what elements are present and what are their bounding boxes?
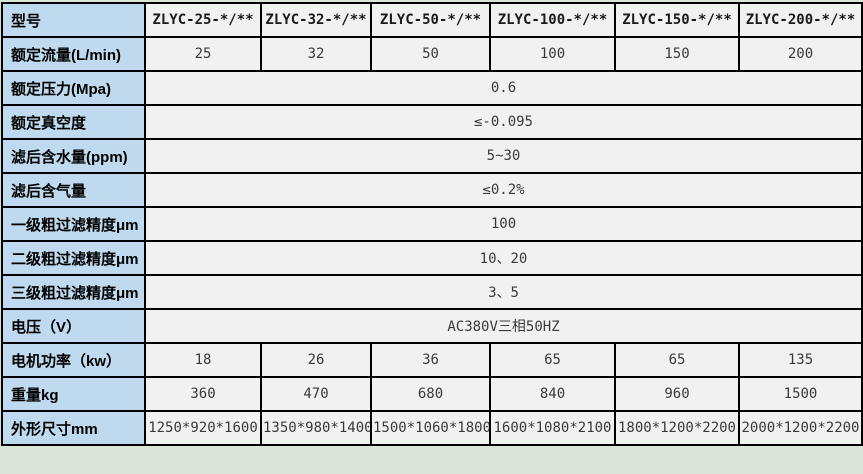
spec-value-merged: AC380V三相50HZ bbox=[144, 308, 863, 344]
spec-value-merged: 100 bbox=[144, 206, 863, 242]
spec-value: 470 bbox=[260, 376, 372, 412]
spec-value-merged: 0.6 bbox=[144, 70, 863, 106]
model-header: ZLYC-150-*/** bbox=[614, 2, 740, 38]
model-header: ZLYC-200-*/** bbox=[738, 2, 863, 38]
spec-value: 18 bbox=[144, 342, 262, 378]
spec-label: 滤后含气量 bbox=[1, 172, 146, 208]
table-row-filtration-stage1: 一级粗过滤精度μm 100 bbox=[1, 206, 863, 242]
spec-value: 1800*1200*2200 bbox=[614, 410, 740, 446]
spec-value: 960 bbox=[614, 376, 740, 412]
spec-value: 25 bbox=[144, 36, 262, 72]
spec-label: 电压（V） bbox=[1, 308, 146, 344]
corner-label: 型号 bbox=[1, 2, 146, 38]
spec-value: 32 bbox=[260, 36, 372, 72]
table-row-voltage: 电压（V） AC380V三相50HZ bbox=[1, 308, 863, 344]
spec-value-merged: ≤-0.095 bbox=[144, 104, 863, 140]
spec-label: 外形尺寸mm bbox=[1, 410, 146, 446]
spec-label: 电机功率（kw） bbox=[1, 342, 146, 378]
table-row-dimensions: 外形尺寸mm 1250*920*1600 1350*980*1400 1500*… bbox=[1, 410, 863, 446]
spec-table: 型号 ZLYC-25-*/** ZLYC-32-*/** ZLYC-50-*/*… bbox=[1, 2, 863, 446]
model-header: ZLYC-32-*/** bbox=[260, 2, 372, 38]
table-row-rated-vacuum: 额定真空度 ≤-0.095 bbox=[1, 104, 863, 140]
spec-value-merged: ≤0.2% bbox=[144, 172, 863, 208]
spec-value: 100 bbox=[489, 36, 616, 72]
spec-value-merged: 10、20 bbox=[144, 240, 863, 276]
spec-value: 1500 bbox=[738, 376, 863, 412]
spec-value: 840 bbox=[489, 376, 616, 412]
table-row-gas-content: 滤后含气量 ≤0.2% bbox=[1, 172, 863, 208]
table-row-motor-power: 电机功率（kw） 18 26 36 65 65 135 bbox=[1, 342, 863, 378]
spec-value: 2000*1200*2200 bbox=[738, 410, 863, 446]
spec-label: 滤后含水量(ppm) bbox=[1, 138, 146, 174]
table-header-row: 型号 ZLYC-25-*/** ZLYC-32-*/** ZLYC-50-*/*… bbox=[1, 2, 863, 38]
table-row-weight: 重量kg 360 470 680 840 960 1500 bbox=[1, 376, 863, 412]
table-row-filtration-stage3: 三级粗过滤精度μm 3、5 bbox=[1, 274, 863, 310]
model-header: ZLYC-25-*/** bbox=[144, 2, 262, 38]
spec-label: 额定压力(Mpa) bbox=[1, 70, 146, 106]
table-row-water-content: 滤后含水量(ppm) 5~30 bbox=[1, 138, 863, 174]
spec-value: 135 bbox=[738, 342, 863, 378]
spec-label: 额定真空度 bbox=[1, 104, 146, 140]
spec-value: 680 bbox=[370, 376, 491, 412]
model-header: ZLYC-100-*/** bbox=[489, 2, 616, 38]
table-row-filtration-stage2: 二级粗过滤精度μm 10、20 bbox=[1, 240, 863, 276]
spec-label: 二级粗过滤精度μm bbox=[1, 240, 146, 276]
spec-label: 额定流量(L/min) bbox=[1, 36, 146, 72]
spec-value: 50 bbox=[370, 36, 491, 72]
spec-value: 1350*980*1400 bbox=[260, 410, 372, 446]
spec-value: 1600*1080*2100 bbox=[489, 410, 616, 446]
spec-value: 26 bbox=[260, 342, 372, 378]
table-row-rated-flow: 额定流量(L/min) 25 32 50 100 150 200 bbox=[1, 36, 863, 72]
spec-label: 一级粗过滤精度μm bbox=[1, 206, 146, 242]
spec-value: 200 bbox=[738, 36, 863, 72]
spec-value: 150 bbox=[614, 36, 740, 72]
spec-value: 1500*1060*1800 bbox=[370, 410, 491, 446]
spec-value-merged: 3、5 bbox=[144, 274, 863, 310]
spec-label: 三级粗过滤精度μm bbox=[1, 274, 146, 310]
spec-value: 65 bbox=[614, 342, 740, 378]
model-header: ZLYC-50-*/** bbox=[370, 2, 491, 38]
spec-value: 360 bbox=[144, 376, 262, 412]
spec-value-merged: 5~30 bbox=[144, 138, 863, 174]
spec-value: 65 bbox=[489, 342, 616, 378]
spec-value: 1250*920*1600 bbox=[144, 410, 262, 446]
table-row-rated-pressure: 额定压力(Mpa) 0.6 bbox=[1, 70, 863, 106]
spec-label: 重量kg bbox=[1, 376, 146, 412]
spec-value: 36 bbox=[370, 342, 491, 378]
